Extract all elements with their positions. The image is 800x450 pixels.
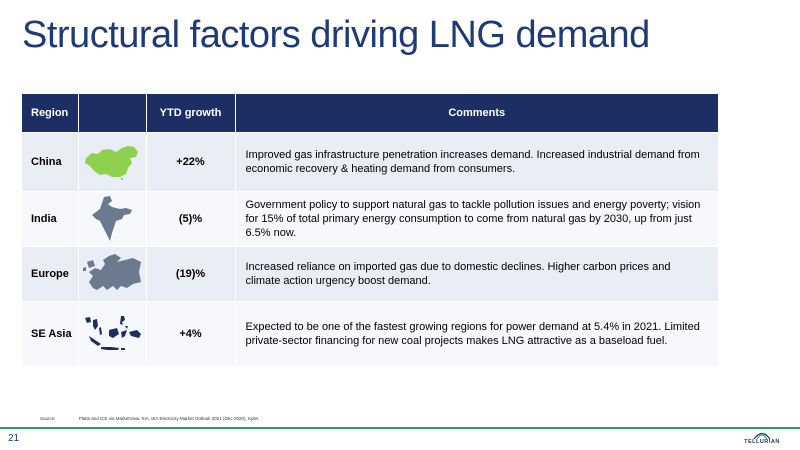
tellurian-logo: TELLURIAN (738, 430, 786, 446)
logo-text: TELLURIAN (744, 439, 780, 445)
tellurian-logo-icon (753, 432, 771, 440)
table-row-europe: Europe (19)% Increased reliance on impor… (22, 246, 718, 302)
table-header-row: Region YTD growth Comments (22, 94, 718, 133)
region-name: China (22, 132, 79, 192)
footer-divider (0, 427, 800, 429)
comment-text: Expected to be one of the fastest growin… (235, 301, 718, 366)
table-row-china: China +22% Improved gas infrastructure p… (22, 132, 718, 192)
india-map-icon (92, 196, 132, 241)
table-row-india: India (5)% Government policy to support … (22, 191, 718, 247)
source-text: Platts and ICE via MarketView, SIA, IEA … (78, 416, 260, 421)
region-name: Europe (22, 246, 79, 302)
slide-title: Structural factors driving LNG demand (22, 14, 650, 56)
comment-text: Government policy to support natural gas… (235, 191, 718, 247)
page-number: 21 (8, 433, 20, 444)
source-note: Source: Platts and ICE via MarketView, S… (40, 416, 260, 421)
region-name: SE Asia (22, 301, 79, 366)
growth-value: (5)% (146, 191, 236, 247)
header-region: Region (22, 94, 79, 133)
comment-text: Increased reliance on imported gas due t… (235, 246, 718, 302)
header-ytd-growth: YTD growth (146, 94, 236, 133)
growth-value: +4% (146, 301, 236, 366)
table-row-se-asia: SE Asia +4% Expected to be one of t (22, 301, 718, 366)
source-label: Source: (40, 416, 56, 421)
region-name: India (22, 191, 79, 247)
comment-text: Improved gas infrastructure penetration … (235, 132, 718, 192)
europe-map-icon (83, 254, 141, 290)
growth-value: (19)% (146, 246, 236, 302)
china-map-icon (85, 146, 138, 180)
se-asia-map-icon (85, 315, 141, 350)
header-map (78, 94, 147, 133)
growth-value: +22% (146, 132, 236, 192)
lng-demand-table: Region YTD growth Comments China +22% Im… (22, 94, 718, 366)
header-comments: Comments (235, 94, 718, 133)
